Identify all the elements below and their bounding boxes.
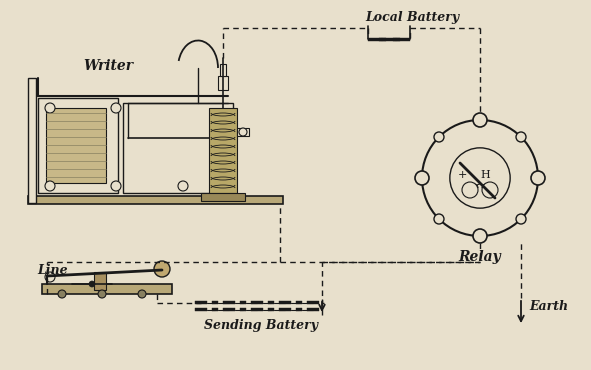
Circle shape <box>111 181 121 191</box>
Bar <box>94 272 106 290</box>
Bar <box>237 128 249 136</box>
Bar <box>240 301 246 304</box>
Text: Earth: Earth <box>529 299 568 313</box>
Bar <box>268 301 274 304</box>
Bar <box>223 301 235 304</box>
Text: Sending Battery: Sending Battery <box>204 319 318 332</box>
Bar <box>28 78 36 203</box>
Circle shape <box>473 113 487 127</box>
Bar <box>195 308 207 311</box>
Circle shape <box>58 290 66 298</box>
Bar <box>195 301 207 304</box>
Circle shape <box>178 181 188 191</box>
Circle shape <box>516 132 526 142</box>
Circle shape <box>434 214 444 224</box>
Bar <box>46 108 106 183</box>
Bar <box>212 308 218 311</box>
Circle shape <box>45 272 55 282</box>
Bar <box>268 308 274 311</box>
Circle shape <box>154 261 170 277</box>
Bar <box>368 38 382 41</box>
Circle shape <box>45 103 55 113</box>
Circle shape <box>45 181 55 191</box>
Text: H: H <box>480 170 490 180</box>
Bar <box>296 301 302 304</box>
Bar <box>201 193 245 201</box>
Circle shape <box>462 182 478 198</box>
Bar <box>42 284 172 294</box>
Text: Writer: Writer <box>83 59 133 73</box>
Text: Local Battery: Local Battery <box>365 11 459 24</box>
Circle shape <box>434 132 444 142</box>
Bar <box>307 308 319 311</box>
Bar <box>382 38 396 41</box>
Bar <box>220 64 226 76</box>
Text: Relay: Relay <box>459 250 501 264</box>
Circle shape <box>89 281 95 287</box>
Bar <box>307 301 319 304</box>
Circle shape <box>450 148 510 208</box>
Circle shape <box>98 290 106 298</box>
Bar <box>218 76 228 90</box>
Bar <box>251 308 263 311</box>
Bar <box>240 308 246 311</box>
Bar <box>396 38 410 41</box>
Bar <box>251 301 263 304</box>
Bar <box>209 108 237 193</box>
Circle shape <box>531 171 545 185</box>
Bar <box>28 196 283 204</box>
Circle shape <box>415 171 429 185</box>
Text: Line: Line <box>37 264 67 277</box>
Bar <box>38 98 118 193</box>
Bar <box>296 308 302 311</box>
Circle shape <box>138 290 146 298</box>
Bar <box>393 38 400 41</box>
Circle shape <box>111 103 121 113</box>
Bar <box>212 301 218 304</box>
Circle shape <box>516 214 526 224</box>
Bar <box>123 103 233 193</box>
Bar <box>279 301 291 304</box>
Text: +: + <box>457 170 467 180</box>
Bar <box>379 38 386 41</box>
Circle shape <box>422 120 538 236</box>
Circle shape <box>473 229 487 243</box>
Bar <box>223 308 235 311</box>
Circle shape <box>482 182 498 198</box>
Circle shape <box>239 128 247 136</box>
Bar <box>279 308 291 311</box>
